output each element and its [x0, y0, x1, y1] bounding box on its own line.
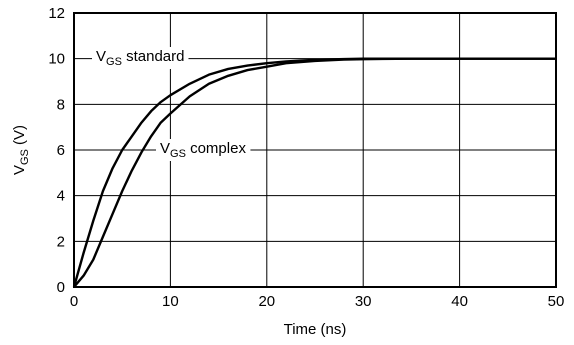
- x-tick-label: 0: [70, 293, 78, 310]
- annotation-standard-main: V: [96, 48, 106, 65]
- annotation-standard-background: [92, 47, 189, 69]
- y-tick-label: 2: [57, 233, 65, 250]
- y-axis-label-main: V: [11, 165, 28, 175]
- annotation-complex-main: V: [160, 140, 170, 157]
- x-axis-label: Time (ns): [284, 321, 347, 338]
- annotation-standard: VGS standard: [92, 47, 189, 69]
- series-lines: [72, 57, 556, 288]
- x-tick-label: 20: [258, 293, 275, 310]
- x-tick-label: 50: [548, 293, 565, 310]
- annotation-complex-sub: GS: [170, 148, 186, 160]
- tick-labels: 0 10 20 30 40 50 0 2 4 6 8 10 12: [48, 5, 564, 310]
- y-tick-label: 4: [57, 188, 65, 205]
- y-axis-label-sub: GS: [19, 149, 31, 165]
- x-tick-label: 40: [451, 293, 468, 310]
- y-tick-label: 6: [57, 142, 65, 159]
- annotation-standard-sub: GS: [106, 56, 122, 68]
- x-tick-label: 30: [355, 293, 372, 310]
- y-tick-label: 8: [57, 96, 65, 113]
- plot-frame: [73, 12, 557, 288]
- y-axis-label: VGS (V): [11, 125, 31, 175]
- annotation-complex-label: VGS complex: [160, 140, 246, 160]
- y-tick-label: 10: [48, 51, 65, 68]
- annotation-standard-rest: standard: [122, 48, 185, 65]
- annotation-complex-rest: complex: [186, 140, 247, 157]
- series-line-complex: [73, 57, 556, 288]
- x-tick-label: 10: [162, 293, 179, 310]
- series-line-standard: [72, 57, 556, 288]
- y-axis-label-unit: (V): [11, 125, 28, 149]
- annotation-complex: VGS complex: [156, 139, 251, 161]
- annotation-standard-label: VGS standard: [96, 48, 184, 68]
- y-tick-label: 0: [57, 279, 65, 296]
- annotation-complex-background: [156, 139, 251, 161]
- y-tick-label: 12: [48, 5, 65, 22]
